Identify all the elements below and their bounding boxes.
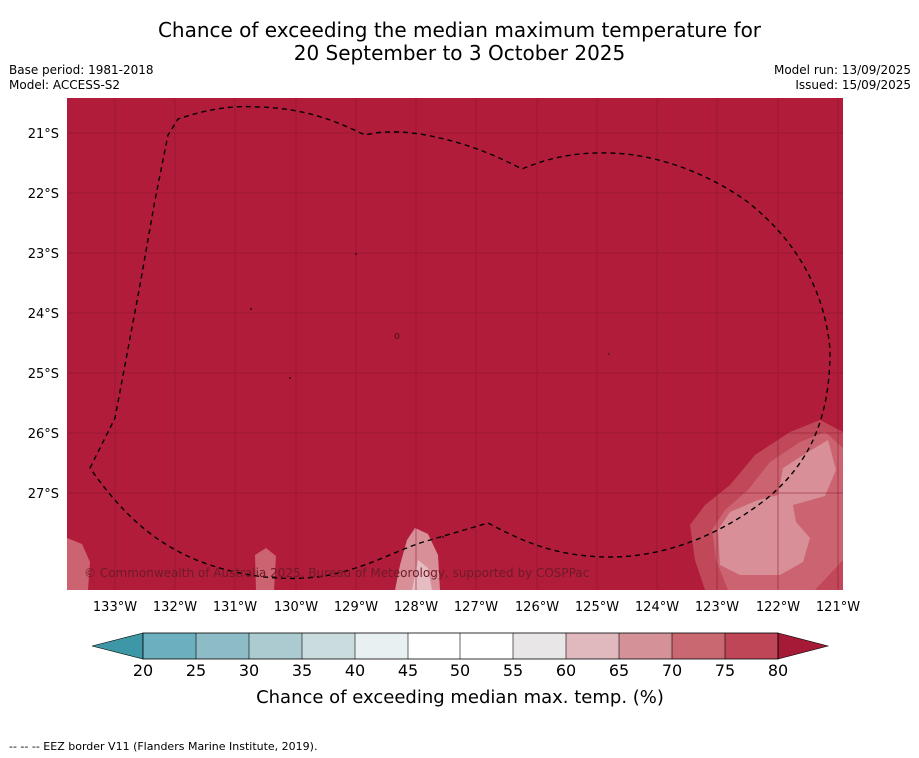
colorbar-segment-45-50	[408, 633, 460, 659]
colorbar-extend-low	[91, 632, 144, 660]
chart-title-line-2: 20 September to 3 October 2025	[293, 41, 626, 65]
colorbar-outline	[142, 632, 779, 660]
lon-label-133w: 133°W	[93, 600, 137, 615]
colorbar-tick-40: 40	[345, 661, 365, 680]
lat-label-23s: 23°S	[28, 247, 59, 262]
lon-label-123w: 123°W	[695, 600, 739, 615]
colorbar-tick-75: 75	[715, 661, 735, 680]
colorbar-segment-30-35	[249, 633, 302, 659]
eez-border-footnote: -- -- -- EEZ border V11 (Flanders Marine…	[9, 740, 318, 753]
colorbar-segment-70-75	[672, 633, 725, 659]
lat-label-24s: 24°S	[28, 307, 59, 322]
map-panel: © Commonwealth of Australia 2025, Bureau…	[67, 98, 843, 590]
map-gridlines	[67, 98, 843, 590]
colorbar-segment-35-40	[302, 633, 355, 659]
latitude-axis: 21°S 22°S 23°S 24°S 25°S 26°S 27°S	[28, 127, 59, 502]
island-dot	[250, 308, 252, 310]
lon-label-124w: 124°W	[635, 600, 679, 615]
colorbar-extend-high	[777, 632, 830, 660]
model-label: Model: ACCESS-S2	[9, 78, 121, 92]
colorbar-tick-50: 50	[450, 661, 470, 680]
lat-label-25s: 25°S	[28, 367, 59, 382]
colorbar-tick-25: 25	[186, 661, 206, 680]
probability-patch-60-65-south-center	[412, 560, 432, 590]
colorbar-segment-50-55	[460, 633, 513, 659]
lon-label-132w: 132°W	[153, 600, 197, 615]
eez-border-line	[89, 105, 831, 580]
base-period-label: Base period: 1981-2018	[9, 63, 154, 77]
lat-label-22s: 22°S	[28, 187, 59, 202]
island-dot	[608, 353, 610, 355]
island-dot	[289, 377, 291, 379]
colorbar-dividers	[195, 633, 726, 659]
lat-label-26s: 26°S	[28, 427, 59, 442]
lon-label-126w: 126°W	[515, 600, 559, 615]
lat-label-27s: 27°S	[28, 487, 59, 502]
colorbar-segment-40-45	[355, 633, 408, 659]
lon-label-130w: 130°W	[274, 600, 318, 615]
lon-label-131w: 131°W	[213, 600, 257, 615]
issued-label: Issued: 15/09/2025	[795, 78, 911, 92]
lon-label-127w: 127°W	[454, 600, 498, 615]
copyright-notice: © Commonwealth of Australia 2025, Bureau…	[84, 566, 589, 580]
lat-label-21s: 21°S	[28, 127, 59, 142]
island-dot	[355, 253, 357, 255]
colorbar-segment-65-70	[619, 633, 672, 659]
colorbar-tick-70: 70	[662, 661, 682, 680]
island-dot	[394, 333, 400, 339]
lon-label-129w: 129°W	[334, 600, 378, 615]
colorbar-segment-75-80	[725, 633, 778, 659]
probability-patch-70-75-south-west	[255, 548, 276, 590]
colorbar-tick-80: 80	[768, 661, 788, 680]
colorbar-segment-60-65	[566, 633, 619, 659]
colorbar-segment-55-60	[513, 633, 566, 659]
colorbar-tick-60: 60	[556, 661, 576, 680]
longitude-axis: 133°W 132°W 131°W 130°W 129°W 128°W 127°…	[93, 600, 860, 615]
lon-label-121w: 121°W	[816, 600, 860, 615]
lon-label-128w: 128°W	[394, 600, 438, 615]
colorbar-tick-45: 45	[398, 661, 418, 680]
colorbar: 20 25 30 35 40 45 50 55 60 65 70 75 80 C…	[91, 632, 830, 708]
model-run-label: Model run: 13/09/2025	[773, 63, 911, 77]
colorbar-title: Chance of exceeding median max. temp. (%…	[256, 687, 664, 708]
chart-title-line-1: Chance of exceeding the median maximum t…	[157, 18, 762, 42]
islands	[250, 253, 610, 538]
probability-patch-70-75-far-west	[67, 538, 90, 590]
colorbar-tick-30: 30	[239, 661, 259, 680]
colorbar-tick-65: 65	[609, 661, 629, 680]
colorbar-segment-25-30	[196, 633, 249, 659]
lon-label-125w: 125°W	[575, 600, 619, 615]
lon-label-122w: 122°W	[756, 600, 800, 615]
island-dot	[442, 536, 444, 538]
colorbar-tick-20: 20	[133, 661, 153, 680]
colorbar-tick-35: 35	[292, 661, 312, 680]
colorbar-segment-20-25	[143, 633, 196, 659]
probability-patch-65-70-southeast	[718, 440, 836, 575]
colorbar-tick-55: 55	[503, 661, 523, 680]
